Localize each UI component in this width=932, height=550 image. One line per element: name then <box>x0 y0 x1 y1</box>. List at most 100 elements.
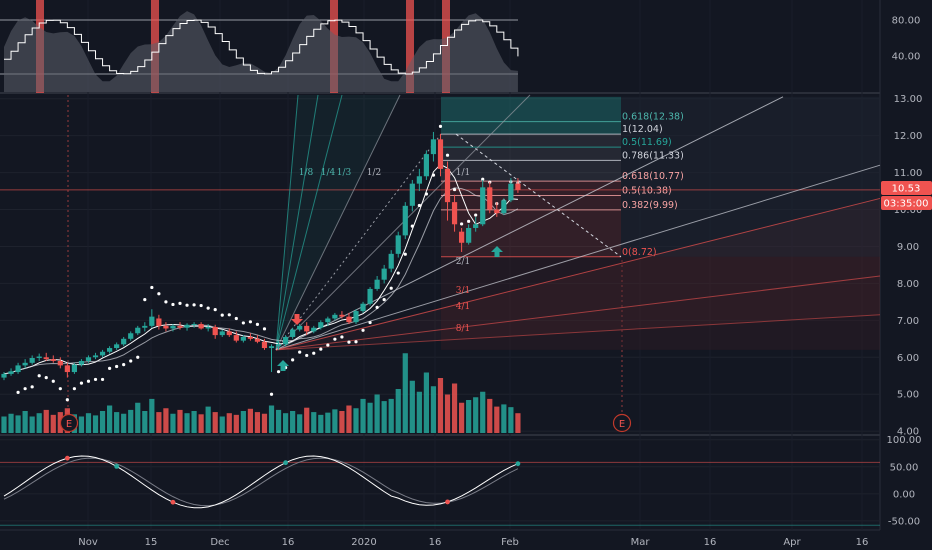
price-tick-label: 9.00 <box>897 242 919 253</box>
fib-zone-bottom <box>441 181 621 257</box>
candle-body <box>128 333 134 339</box>
candle-body <box>50 359 56 361</box>
sar-dot <box>65 398 69 402</box>
candle-body <box>325 318 331 323</box>
candle-body <box>29 358 35 363</box>
sar-dot <box>255 322 260 326</box>
candle-body <box>15 365 21 373</box>
fib-level-label: 0(8.72) <box>622 247 657 258</box>
fib-zone-top <box>441 96 621 135</box>
gann-fan-line <box>275 197 881 351</box>
last-price-label: 10.53 <box>892 184 921 195</box>
volume-bar <box>8 413 14 433</box>
volume-bar <box>466 400 472 433</box>
sar-dot <box>445 153 450 157</box>
candle-body <box>290 329 296 337</box>
volume-bar <box>29 416 35 433</box>
volume-bar <box>480 391 486 433</box>
sar-dot <box>368 320 372 325</box>
candle-body <box>233 335 239 341</box>
sar-dot <box>460 222 464 226</box>
sar-dot <box>185 303 189 307</box>
sar-dot <box>115 364 119 369</box>
volume-bar <box>114 412 120 433</box>
volume-bar <box>268 405 275 433</box>
osc-cross-marker <box>170 499 176 505</box>
gann-fan-line <box>275 94 319 350</box>
candle-body <box>459 231 465 243</box>
gann-fan-label: 4/1 <box>456 302 470 312</box>
time-tick-label: 16 <box>704 537 717 548</box>
gann-fan-fill <box>276 198 880 350</box>
candle-body <box>177 325 183 328</box>
volume-bar <box>402 353 408 433</box>
volume-bar <box>346 405 352 433</box>
volume-bar <box>261 413 268 433</box>
volume-bar <box>1 416 7 433</box>
volume-bar <box>43 409 49 433</box>
osc-cross-marker <box>114 463 120 469</box>
time-axis[interactable]: Nov 15 Dec 16 2020 16 Feb Mar 16 Apr 16 <box>78 537 868 548</box>
volume-bar <box>339 411 345 433</box>
volume-bar <box>423 372 429 433</box>
sar-dot <box>361 328 365 332</box>
candle-body <box>466 227 472 243</box>
fib-level-label: 0.5(11.69) <box>622 137 672 148</box>
volume-bar <box>198 414 204 433</box>
volume-bar <box>22 411 28 433</box>
sar-dot <box>298 350 302 354</box>
volume-bar <box>332 409 338 433</box>
candle-body <box>1 373 7 378</box>
candle-body <box>275 344 282 347</box>
sar-dot <box>199 303 203 308</box>
candle-body <box>487 187 493 210</box>
fib-level-label: 1(12.04) <box>622 124 663 135</box>
candle-body <box>402 205 408 236</box>
candle-body <box>416 176 422 184</box>
volume-bar <box>290 411 296 433</box>
sar-dot <box>319 347 323 351</box>
sar-dot <box>431 173 436 177</box>
candle-body <box>163 325 169 329</box>
candle-body <box>184 324 190 328</box>
price-tick-label: 11.00 <box>894 168 923 179</box>
volume-bar <box>311 412 317 433</box>
sell-arrow <box>291 314 303 325</box>
osc-d-line <box>3 457 519 507</box>
volume-bar <box>451 383 458 433</box>
earnings-marker-right[interactable]: E <box>612 413 632 433</box>
candle-body <box>212 326 218 336</box>
sar-dot <box>305 353 309 358</box>
candle-body <box>423 154 429 177</box>
gann-fan-line <box>275 314 881 351</box>
sar-dot <box>171 302 175 307</box>
volume-bar <box>275 409 282 433</box>
volume-bar <box>92 415 99 433</box>
gann-fan-label: 1/8 <box>299 168 314 178</box>
candle-body <box>142 325 148 328</box>
sar-dot <box>37 374 41 378</box>
gann-fan-label: 1/1 <box>456 168 470 178</box>
volume-bar <box>177 409 183 433</box>
buy-arrow <box>491 246 503 257</box>
sar-dot <box>227 313 231 317</box>
sar-dot <box>122 363 126 367</box>
candle-body <box>515 183 521 190</box>
countdown-label: 03:35:00 <box>884 199 929 210</box>
sar-dot <box>93 377 98 382</box>
candle-body <box>444 168 451 203</box>
sar-dot <box>129 359 133 363</box>
price-axis[interactable]: 13.00 12.00 11.00 10.00 9.00 8.00 7.00 6.00 5.00… <box>887 16 923 528</box>
candle-body <box>374 279 380 289</box>
volume-bar <box>36 413 42 433</box>
sar-dot <box>354 340 358 344</box>
volume-bar <box>205 406 211 433</box>
earnings-marker-left[interactable]: E <box>59 413 79 433</box>
volume-bar <box>353 408 359 433</box>
volume-bar <box>444 394 451 433</box>
volume-bar <box>142 411 148 433</box>
volume-bar <box>388 398 394 433</box>
candle-body <box>8 371 14 374</box>
